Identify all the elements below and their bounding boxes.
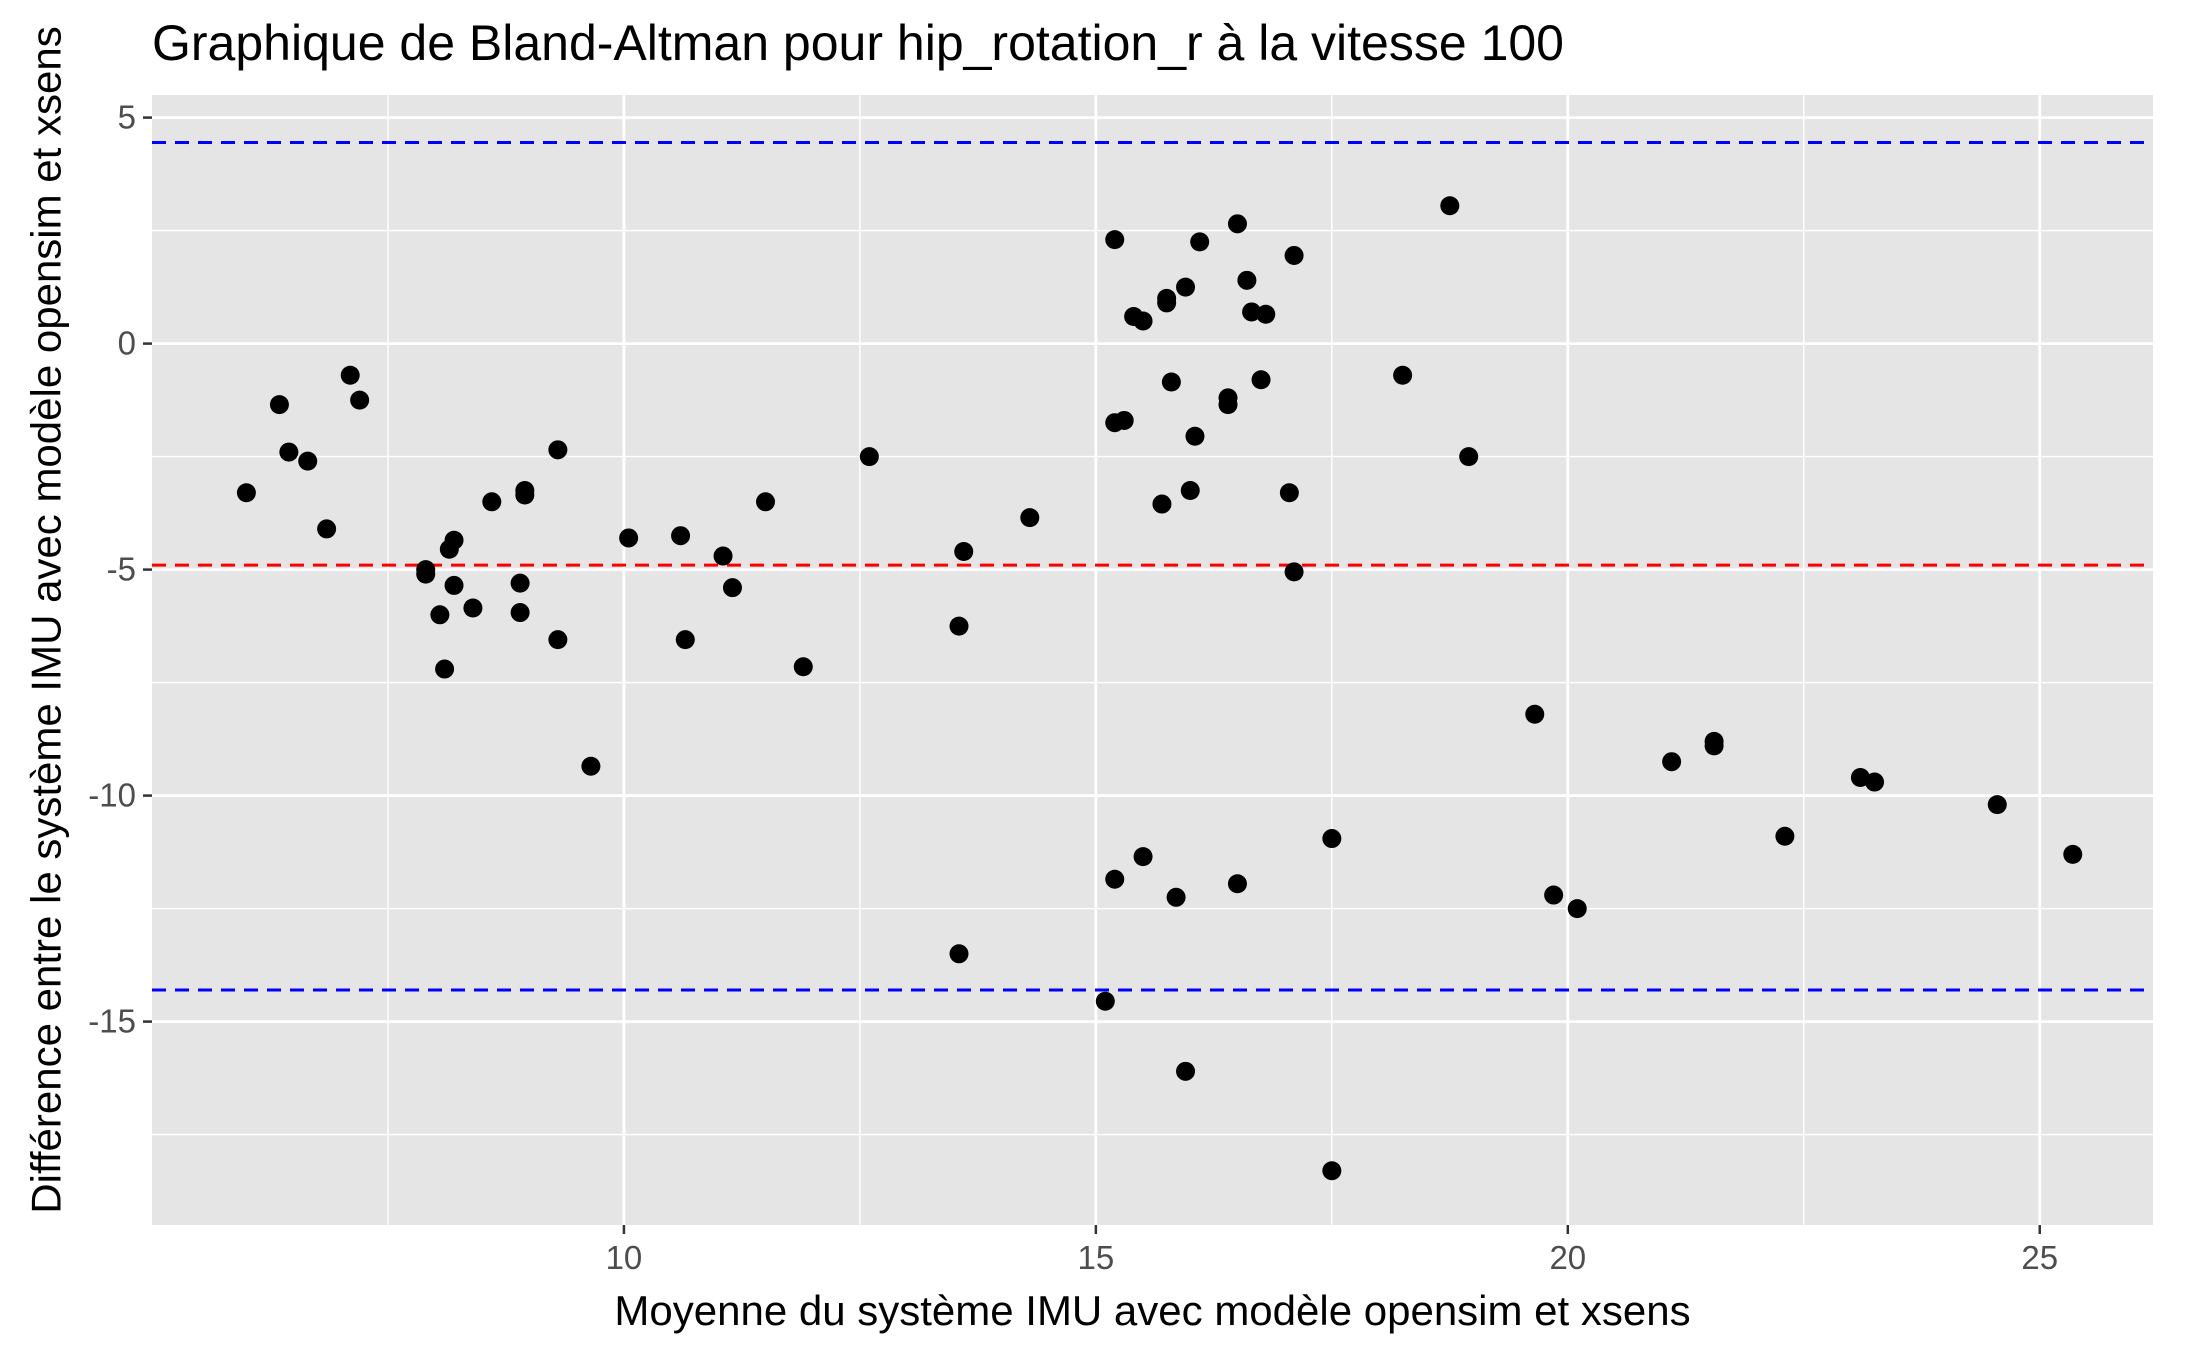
data-point [793, 657, 813, 677]
data-point [236, 483, 256, 503]
x-tick-label: 20 [1549, 1239, 1586, 1276]
data-point [1161, 372, 1181, 392]
data-point [510, 573, 530, 593]
data-point [1256, 304, 1276, 324]
data-point [1218, 388, 1238, 408]
data-point [548, 440, 568, 460]
y-tick-label: -10 [88, 777, 136, 814]
data-point [1459, 447, 1479, 467]
data-point [444, 530, 464, 550]
x-axis-ticks: 10 15 20 25 [606, 1225, 2058, 1276]
data-point [722, 578, 742, 598]
data-point [1322, 1161, 1342, 1181]
data-point [1704, 736, 1724, 756]
data-point [1133, 847, 1153, 867]
data-point [1190, 232, 1210, 252]
data-point [1567, 899, 1587, 919]
data-point [1157, 288, 1177, 308]
data-point [1544, 885, 1564, 905]
data-point [1284, 562, 1304, 582]
data-point [949, 616, 969, 636]
data-point [1279, 483, 1299, 503]
data-point [317, 519, 337, 539]
data-point [1237, 270, 1257, 290]
data-point [269, 395, 289, 415]
data-point [1176, 277, 1196, 297]
data-point [1251, 370, 1271, 390]
data-point [581, 756, 601, 776]
data-point [1775, 826, 1795, 846]
data-point [1185, 426, 1205, 446]
data-point [1152, 494, 1172, 514]
data-point [1133, 311, 1153, 331]
data-point [954, 542, 974, 562]
data-point [548, 630, 568, 650]
chart-title: Graphique de Bland-Altman pour hip_rotat… [152, 15, 1564, 71]
data-point [1393, 365, 1413, 385]
data-point [1227, 874, 1247, 894]
y-tick-label: -15 [88, 1003, 136, 1040]
data-point [463, 598, 483, 618]
data-point [1095, 991, 1115, 1011]
data-point [1176, 1061, 1196, 1081]
data-point [1166, 887, 1186, 907]
data-point [340, 365, 360, 385]
data-point [1662, 752, 1682, 772]
data-point [859, 447, 879, 467]
data-point [1284, 245, 1304, 265]
data-point [1440, 196, 1460, 216]
data-point [1180, 481, 1200, 500]
data-point [482, 492, 502, 512]
data-point [1105, 230, 1125, 250]
data-point [1105, 869, 1125, 889]
minor-gridlines [152, 95, 2153, 1225]
data-point [1865, 772, 1885, 792]
y-tick-label: -5 [107, 551, 136, 588]
y-axis-label: Différence entre le système IMU avec mod… [23, 26, 70, 1213]
x-tick-label: 25 [2021, 1239, 2058, 1276]
data-point [949, 944, 969, 964]
data-point [619, 528, 639, 548]
x-tick-label: 10 [606, 1239, 643, 1276]
x-tick-label: 15 [1078, 1239, 1115, 1276]
data-point [279, 442, 299, 462]
data-point [2063, 844, 2083, 864]
data-point [1227, 214, 1247, 234]
data-point [435, 659, 455, 679]
data-point [1987, 795, 2007, 815]
data-point [675, 630, 695, 650]
data-point [671, 526, 691, 546]
data-point [515, 481, 535, 500]
data-point [1020, 508, 1040, 528]
y-axis-ticks: 5 0 -5 -10 -15 [88, 99, 152, 1040]
data-point [756, 492, 776, 512]
data-point [1322, 829, 1342, 849]
data-point [350, 390, 370, 410]
plot-panel [152, 95, 2153, 1225]
y-tick-label: 5 [118, 99, 136, 136]
reference-lines [152, 140, 2153, 992]
data-point [416, 564, 436, 584]
data-point [713, 546, 733, 566]
y-tick-label: 0 [118, 325, 136, 362]
data-points [236, 196, 2083, 1181]
x-axis-label: Moyenne du système IMU avec modèle opens… [614, 1287, 1690, 1334]
data-point [444, 575, 464, 595]
data-point [1242, 302, 1262, 322]
data-point [298, 451, 318, 471]
data-point [1114, 410, 1134, 430]
major-gridlines [152, 95, 2153, 1225]
data-point [430, 605, 450, 625]
data-point [510, 603, 530, 623]
data-point [1525, 704, 1545, 724]
